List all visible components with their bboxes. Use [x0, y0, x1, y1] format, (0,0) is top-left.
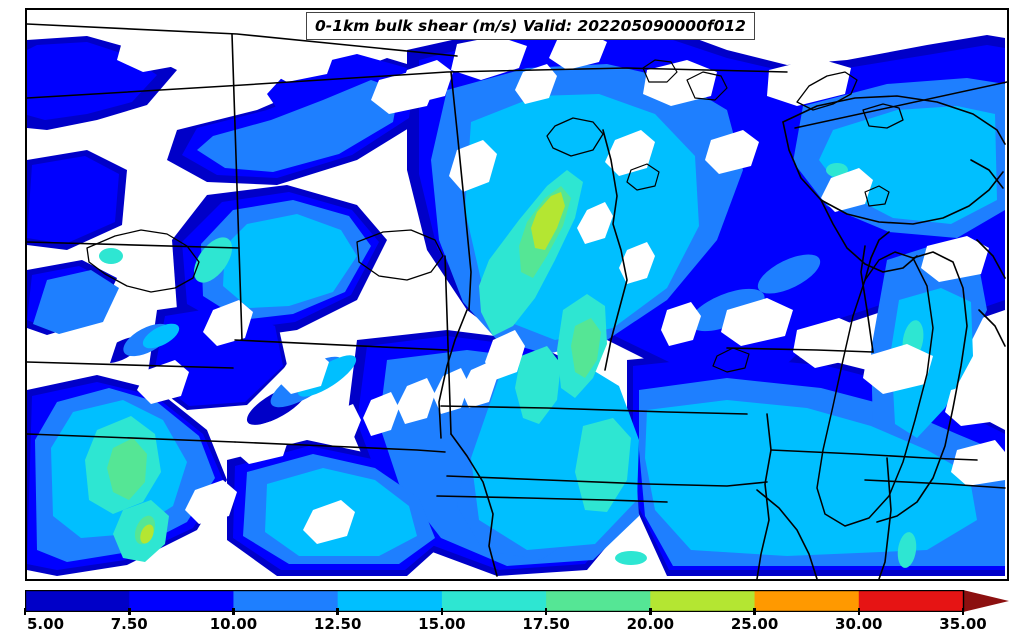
colorbar-tick-mark — [440, 608, 444, 615]
colorbar-block — [650, 590, 756, 612]
colorbar-tick-mark — [649, 608, 652, 615]
colorbar-tick-mark — [128, 608, 131, 615]
colorbar-tick-label: 15.00 — [418, 615, 466, 633]
colorbar-extend-max-arrow — [963, 590, 1009, 612]
colorbar-tick-mark — [753, 608, 756, 615]
geography-layer — [27, 23, 1007, 579]
colorbar-tick-label: 25.00 — [730, 615, 779, 633]
colorbar-tick-label: 5.00 — [27, 615, 65, 633]
colorbar-tick-mark — [23, 608, 27, 615]
colorbar-tick-label: 7.50 — [110, 615, 148, 633]
shear-field-plot — [27, 10, 1007, 579]
colorbar-tick-mark — [544, 608, 548, 615]
colorbar-tick-label: 20.00 — [626, 615, 675, 633]
colorbar-tick-mark — [961, 608, 965, 615]
colorbar-tick-label: 35.00 — [939, 615, 987, 633]
contour-fill-layer — [27, 20, 1005, 576]
colorbar-block — [858, 590, 964, 612]
colorbar-tick-label: 30.00 — [835, 615, 883, 633]
colorbar-block — [25, 590, 130, 612]
colorbar-tick-mark — [857, 608, 861, 615]
colorbar-block — [441, 590, 547, 612]
colorbar-block — [546, 590, 651, 612]
colorbar-block — [129, 590, 235, 612]
colorbar-gradient — [25, 590, 1009, 612]
colorbar-tick-label: 12.50 — [313, 615, 362, 633]
map-panel — [25, 8, 1009, 581]
colorbar-tick-label: 10.00 — [209, 615, 258, 633]
colorbar-tick-mark — [232, 608, 235, 615]
colorbar-block — [754, 590, 860, 612]
colorbar-tick-mark — [336, 608, 339, 615]
colorbar-block — [337, 590, 443, 612]
colorbar: 5.00 7.50 10.00 12.50 15.00 17.50 20.00 25.00 30… — [23, 590, 1009, 633]
colorbar-tick-label: 17.50 — [522, 615, 570, 633]
page-title: 0-1km bulk shear (m/s) Valid: 2022050900… — [315, 17, 746, 35]
colorbar-block — [233, 590, 339, 612]
colorbar-tick-axis: 5.00 7.50 10.00 12.50 15.00 17.50 20.00 25.00 30… — [23, 608, 1009, 633]
plot-title-box: 0-1km bulk shear (m/s) Valid: 2022050900… — [306, 12, 755, 40]
